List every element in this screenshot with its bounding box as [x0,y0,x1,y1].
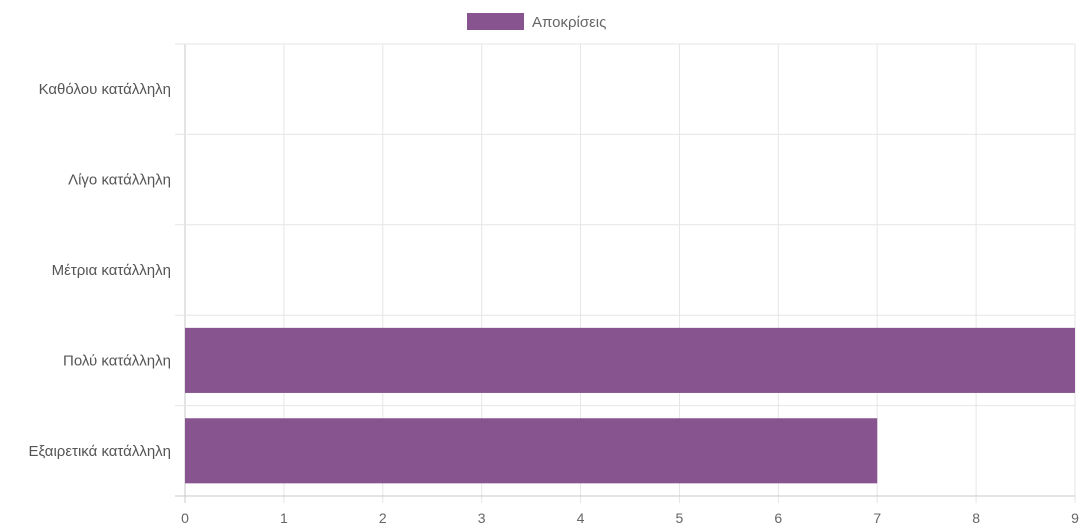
bar[interactable] [185,327,1075,393]
bar[interactable] [185,418,878,484]
x-tick-label: 2 [379,510,387,526]
x-tick-label: 3 [478,510,486,526]
category-label: Πολύ κατάλληλη [63,352,171,369]
category-label: Λίγο κατάλληλη [68,172,171,189]
category-label: Καθόλου κατάλληλη [39,81,171,98]
x-tick-label: 5 [676,510,684,526]
x-tick-label: 4 [577,510,585,526]
x-tick-label: 6 [774,510,782,526]
x-tick-label: 8 [972,510,980,526]
legend-swatch [467,13,524,30]
x-tick-label: 1 [280,510,288,526]
x-tick-label: 7 [873,510,881,526]
legend-label[interactable]: Αποκρίσεις [532,14,606,31]
x-tick-label: 0 [181,510,189,526]
category-label: Εξαιρετικά κατάλληλη [28,443,171,460]
x-tick-label: 9 [1071,510,1079,526]
category-label: Μέτρια κατάλληλη [52,262,171,279]
